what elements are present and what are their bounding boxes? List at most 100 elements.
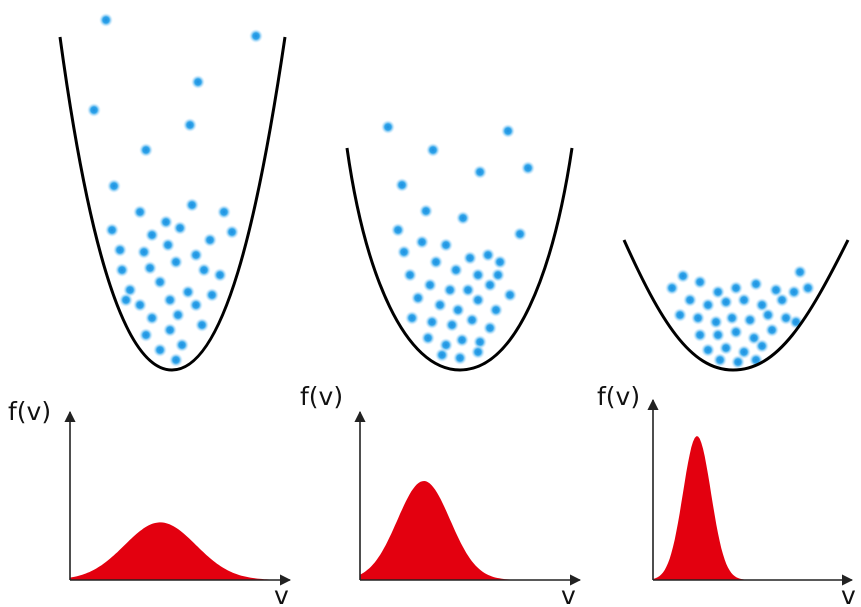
gas-particle <box>676 269 690 283</box>
gas-particle <box>471 345 485 359</box>
gas-particle <box>405 311 419 325</box>
gas-particle <box>161 238 175 252</box>
gas-particle <box>163 323 177 337</box>
gas-particle <box>411 291 425 305</box>
gas-particle <box>749 277 763 291</box>
gas-particle <box>701 298 715 312</box>
x-axis-label-warm: v <box>561 581 576 607</box>
gas-particle <box>213 268 227 282</box>
distribution-curve-warm <box>360 481 580 580</box>
gas-particle <box>397 245 411 259</box>
gas-particle <box>153 343 167 357</box>
gas-particle <box>169 353 183 367</box>
gas-particle <box>189 298 203 312</box>
gas-particle <box>145 228 159 242</box>
gas-particle <box>801 281 815 295</box>
gas-particle <box>513 227 527 241</box>
gas-particle <box>435 348 449 362</box>
gas-particle <box>429 255 443 269</box>
gas-particle <box>445 318 459 332</box>
gas-particle <box>173 221 187 235</box>
particles-warm <box>381 120 535 365</box>
gas-particle <box>105 223 119 237</box>
gas-particle <box>683 293 697 307</box>
gas-particle <box>665 281 679 295</box>
panel-hot: f(v) v <box>8 13 292 607</box>
gas-particle <box>433 298 447 312</box>
gas-particle <box>87 103 101 117</box>
gas-particle <box>391 223 405 237</box>
gas-particle <box>453 351 467 365</box>
gas-particle <box>249 29 263 43</box>
gas-particle <box>225 225 239 239</box>
gas-particle <box>461 283 475 297</box>
gas-particle <box>195 318 209 332</box>
gas-particle <box>426 143 440 157</box>
gas-particle <box>137 245 151 259</box>
gas-particle <box>471 268 485 282</box>
gas-particle <box>189 248 203 262</box>
gas-particle <box>693 328 707 342</box>
gas-particle <box>701 343 715 357</box>
gas-particle <box>455 333 469 347</box>
gas-particle <box>521 161 535 175</box>
gas-particle <box>159 215 173 229</box>
gas-particle <box>473 165 487 179</box>
panel-warm: f(v) v <box>300 120 582 607</box>
gas-particle <box>731 355 745 369</box>
gas-particle <box>493 255 507 269</box>
panel-cold: f(v) v <box>597 239 856 607</box>
gas-particle <box>181 285 195 299</box>
gas-particle <box>113 243 127 257</box>
gas-particle <box>711 285 725 299</box>
gas-particle <box>725 311 739 325</box>
gas-particle <box>456 211 470 225</box>
gas-particle <box>439 238 453 252</box>
y-axis-label-warm: f(v) <box>300 382 343 411</box>
gas-particle <box>381 120 395 134</box>
gas-particle <box>489 303 503 317</box>
gas-particle <box>191 75 205 89</box>
gas-particle <box>719 295 733 309</box>
gas-particle <box>443 283 457 297</box>
potential-well-hot <box>58 36 287 372</box>
gas-particle <box>765 323 779 337</box>
gas-particle <box>415 235 429 249</box>
gas-particle <box>451 303 465 317</box>
gas-particle <box>673 308 687 322</box>
gas-particle <box>107 179 121 193</box>
gas-particle <box>139 143 153 157</box>
particles-cold <box>665 265 815 369</box>
gas-particle <box>217 205 231 219</box>
gas-particle <box>185 198 199 212</box>
y-axis-label-hot: f(v) <box>8 397 51 426</box>
gas-particle <box>743 313 757 327</box>
gas-particle <box>719 341 733 355</box>
gas-particle <box>729 325 743 339</box>
gas-particle <box>787 285 801 299</box>
gas-particle <box>713 353 727 367</box>
distribution-curve-cold <box>653 436 853 580</box>
distribution-graph-hot: f(v) v <box>8 397 292 607</box>
y-axis-label-cold: f(v) <box>597 382 640 411</box>
gas-particle <box>465 313 479 327</box>
distribution-graph-warm: f(v) v <box>300 382 582 607</box>
gas-particle <box>693 275 707 289</box>
gas-particle <box>99 13 113 27</box>
x-axis-label-cold: v <box>841 581 856 607</box>
gas-particle <box>139 328 153 342</box>
gas-particle <box>169 255 183 269</box>
potential-well-cold <box>622 239 850 372</box>
potential-well-warm <box>345 147 574 372</box>
gas-particle <box>691 311 705 325</box>
gas-particle <box>183 118 197 132</box>
gas-particle <box>471 293 485 307</box>
gas-particle <box>423 278 437 292</box>
gas-particle <box>761 308 775 322</box>
gas-particle <box>503 288 517 302</box>
gas-particle <box>133 298 147 312</box>
gas-particle <box>449 263 463 277</box>
gas-particle <box>171 308 185 322</box>
gas-particle <box>395 178 409 192</box>
distribution-graph-cold: f(v) v <box>597 382 856 607</box>
